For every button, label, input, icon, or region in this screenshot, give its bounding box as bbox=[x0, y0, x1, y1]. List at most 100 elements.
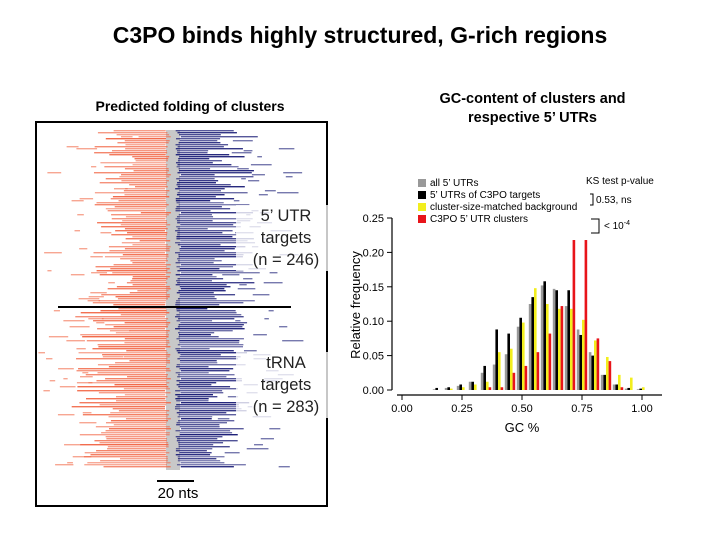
heatmap-row-right bbox=[177, 146, 224, 148]
group-label-trna: tRNA targets (n = 283) bbox=[236, 352, 336, 418]
heatmap-row-right bbox=[176, 384, 212, 386]
heatmap-row-right bbox=[175, 450, 207, 452]
heatmap-row-left-extra bbox=[67, 462, 73, 464]
heatmap-row-right bbox=[179, 360, 217, 362]
heatmap-row-left bbox=[134, 158, 169, 160]
bar-s0-b9 bbox=[540, 285, 544, 390]
heatmap-row-right bbox=[176, 206, 222, 208]
heatmap-row-right-extra bbox=[285, 176, 293, 178]
heatmap-row-left bbox=[124, 228, 168, 230]
heatmap-row-right bbox=[176, 364, 246, 366]
bar-s1-b1 bbox=[447, 387, 450, 390]
heatmap-row-left bbox=[137, 290, 169, 292]
heatmap-row-left-extra bbox=[88, 318, 104, 320]
heatmap-row-right bbox=[179, 140, 218, 142]
heatmap-row-right-extra bbox=[269, 272, 278, 274]
heatmap-row-right bbox=[180, 224, 234, 226]
heatmap-row-right bbox=[175, 406, 240, 408]
heatmap-row-right bbox=[177, 260, 222, 262]
heatmap-row-right bbox=[175, 218, 253, 220]
heatmap-row-left bbox=[115, 296, 170, 298]
heatmap-row-left bbox=[99, 442, 169, 444]
heatmap-row-left bbox=[115, 396, 168, 398]
heatmap-row-left bbox=[107, 446, 169, 448]
heatmap-row-left bbox=[127, 376, 168, 378]
heatmap-row-left bbox=[97, 222, 168, 224]
heatmap-row-right-extra bbox=[268, 310, 274, 312]
heatmap-row-left bbox=[123, 356, 170, 358]
heatmap-row-left-extra bbox=[69, 326, 90, 328]
heatmap-row-left bbox=[132, 276, 170, 278]
heatmap-row-left bbox=[111, 150, 167, 152]
y-ticks: 0.00 0.05 0.10 0.15 0.20 0.25 bbox=[363, 213, 392, 397]
heatmap-row-right-extra bbox=[263, 282, 283, 284]
bar-s1-b11 bbox=[567, 290, 570, 390]
heatmap-row-right bbox=[177, 270, 244, 272]
legend-label-2: cluster-size-matched background bbox=[430, 202, 577, 213]
heatmap-row-left-extra bbox=[46, 358, 53, 360]
ks-value-2: < 10-4 bbox=[604, 220, 630, 232]
heatmap-row-left bbox=[90, 454, 166, 456]
right-panel-heading: GC-content of clusters and respective 5’… bbox=[439, 91, 626, 126]
heatmap-row-left bbox=[78, 352, 168, 354]
bar-s3-b10 bbox=[560, 306, 564, 390]
heatmap-row-right bbox=[177, 192, 248, 194]
heatmap-row-right bbox=[180, 212, 254, 214]
bar-s2-b6 bbox=[510, 348, 513, 390]
heatmap-row-right bbox=[178, 170, 254, 172]
heatmap-row-left bbox=[123, 388, 170, 390]
heatmap-row-left-extra bbox=[79, 198, 94, 200]
heatmap-row-left bbox=[97, 364, 167, 366]
heatmap-row-right bbox=[179, 156, 245, 158]
heatmap-row-right-extra bbox=[282, 340, 304, 342]
bar-s0-b6 bbox=[504, 354, 508, 390]
heatmap-row-left bbox=[105, 324, 169, 326]
heatmap-row-right bbox=[177, 172, 252, 174]
bar-s1-b0 bbox=[435, 387, 438, 390]
heatmap-row-right bbox=[178, 444, 214, 446]
heatmap-row-right bbox=[177, 164, 232, 166]
heatmap-row-left-extra bbox=[82, 412, 92, 414]
heatmap-row-left bbox=[112, 272, 171, 274]
bars bbox=[432, 240, 645, 390]
heatmap-row-right-extra bbox=[253, 334, 267, 336]
heatmap-row-right bbox=[179, 356, 241, 358]
heatmap-row-left bbox=[120, 258, 168, 260]
heatmap-row-left-extra bbox=[100, 232, 112, 234]
heatmap-row-right-extra bbox=[235, 320, 241, 322]
heatmap-row-right bbox=[180, 428, 244, 430]
heatmap-row-left-extra bbox=[48, 336, 69, 338]
bar-s0-b4 bbox=[480, 372, 484, 390]
heatmap-row-right bbox=[175, 230, 233, 232]
heatmap-row-right bbox=[176, 314, 242, 316]
heatmap-row-right-extra bbox=[250, 164, 272, 166]
bar-s0-b2 bbox=[456, 385, 460, 390]
bar-s2-b5 bbox=[498, 352, 501, 390]
heatmap-row-right bbox=[177, 396, 218, 398]
heatmap-row-left-extra bbox=[47, 270, 52, 272]
heatmap-row-left bbox=[132, 278, 168, 280]
heatmap-row-right bbox=[176, 184, 231, 186]
heatmap-row-left bbox=[130, 280, 167, 282]
heatmap-row-right bbox=[179, 382, 217, 384]
y-tick-label: 0.25 bbox=[363, 213, 384, 225]
heatmap-row-right-extra bbox=[243, 150, 253, 152]
heatmap-row-right bbox=[175, 154, 230, 156]
heatmap-row-left bbox=[118, 308, 167, 310]
heatmap-row-right bbox=[180, 246, 246, 248]
heatmap-row-right-extra bbox=[232, 140, 253, 142]
heatmap-row-right bbox=[177, 222, 241, 224]
heatmap-row-left bbox=[115, 230, 166, 232]
heatmap-row-left bbox=[132, 244, 168, 246]
heatmap-row-left bbox=[105, 430, 166, 432]
heatmap-row-left bbox=[125, 144, 166, 146]
bar-s2-b15 bbox=[618, 374, 621, 390]
heatmap-row-right bbox=[179, 452, 212, 454]
heatmap-row-right-extra bbox=[264, 190, 276, 192]
heatmap-row-right bbox=[178, 318, 235, 320]
heatmap-row-right-extra bbox=[260, 438, 274, 440]
heatmap-row-left-extra bbox=[108, 282, 115, 284]
heatmap-row-right-extra bbox=[248, 180, 260, 182]
heatmap-row-left bbox=[93, 320, 167, 322]
heatmap-row-left bbox=[105, 436, 166, 438]
